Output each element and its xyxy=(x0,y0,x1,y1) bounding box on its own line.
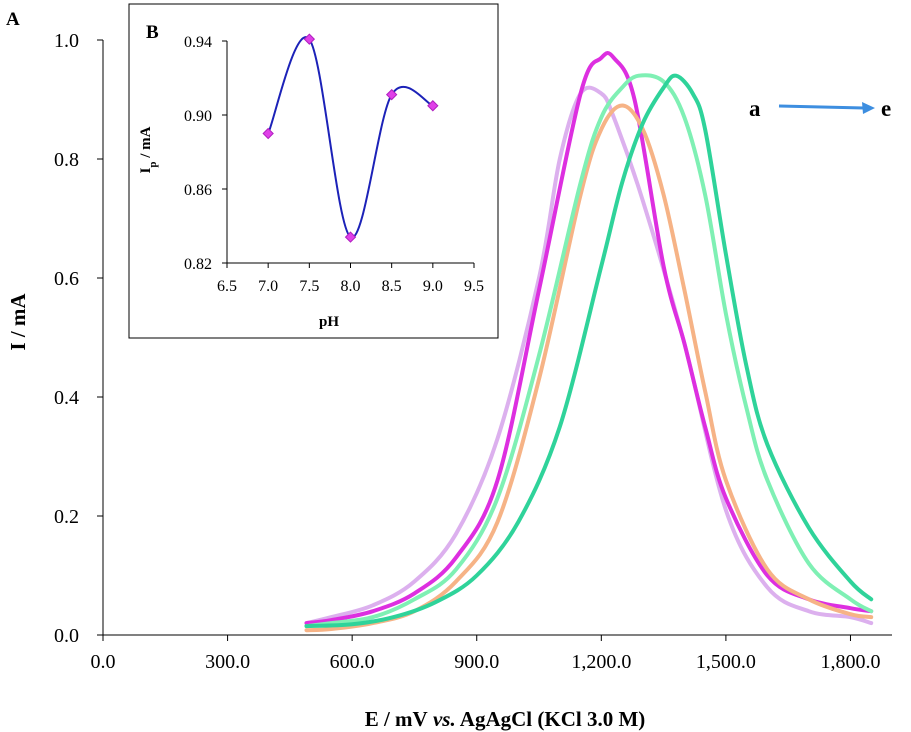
main-x-axis-title-tail: AgAgCl (KCl 3.0 M) xyxy=(456,707,646,731)
main-x-ticks: 0.0 300.0 600.0 900.0 1,200.0 1,500.0 1,800.0 xyxy=(91,635,880,673)
series-range-label-start: a xyxy=(749,96,761,121)
main-x-tick-label: 300.0 xyxy=(205,651,250,673)
main-x-tick-label: 1,500.0 xyxy=(696,651,756,673)
series-range-arrow-head xyxy=(862,102,875,114)
series-range-label-end: e xyxy=(881,96,891,121)
main-y-tick-label: 0.2 xyxy=(54,506,79,528)
inset-y-axis-title-sub: p xyxy=(147,162,159,168)
main-x-tick-label: 600.0 xyxy=(330,651,375,673)
main-x-tick-label: 0.0 xyxy=(91,651,116,673)
panel-letter-b: B xyxy=(146,22,159,43)
inset-data-point xyxy=(344,231,357,243)
main-y-tick-label: 1.0 xyxy=(54,30,79,52)
inset-y-tick-label: 0.82 xyxy=(184,256,212,273)
series-line-4 xyxy=(304,73,874,629)
inset-x-tick-label: 8.5 xyxy=(382,278,402,295)
series-line-5 xyxy=(304,73,874,629)
inset-y-axis-title-tail: / mA xyxy=(138,126,154,161)
main-x-axis-title-main: E / mV xyxy=(365,707,428,731)
inset-x-axis-title: pH xyxy=(319,314,339,330)
main-y-tick-label: 0.6 xyxy=(54,268,79,290)
inset-data-point xyxy=(385,88,398,101)
main-series-group xyxy=(304,51,874,633)
main-y-tick-label: 0.4 xyxy=(54,387,79,409)
main-y-tick-label: 0.8 xyxy=(54,149,79,171)
inset-x-tick-label: 6.5 xyxy=(217,278,237,295)
inset-series-group xyxy=(262,33,439,243)
inset-y-tick-label: 0.90 xyxy=(184,108,212,125)
inset-x-tick-label: 7.5 xyxy=(299,278,319,295)
inset-y-tick-label: 0.86 xyxy=(184,182,212,199)
main-x-axis-title-italic: vs. xyxy=(428,707,456,731)
inset-y-tick-label: 0.94 xyxy=(184,34,212,51)
series-line-1 xyxy=(304,85,874,626)
inset-y-ticks: 0.82 0.86 0.90 0.94 xyxy=(184,34,227,273)
inset-y-axis-title: Ip / mA xyxy=(138,126,159,173)
main-chart: A 0.0 300.0 600.0 900.0 1,200.0 1,500.0 1,800.… xyxy=(6,9,892,731)
main-y-tick-label: 0.0 xyxy=(54,625,79,647)
main-x-tick-label: 900.0 xyxy=(454,651,499,673)
series-line-2 xyxy=(304,51,874,626)
inset-y-axis-title-main: I xyxy=(138,167,154,173)
main-x-axis-title: E / mV vs. AgAgCl (KCl 3.0 M) xyxy=(365,707,646,731)
main-y-ticks: 0.0 0.2 0.4 0.6 0.8 1.0 xyxy=(54,30,103,647)
inset-x-tick-label: 7.0 xyxy=(258,278,278,295)
inset-x-tick-label: 9.0 xyxy=(423,278,443,295)
main-y-axis-title: I / mA xyxy=(6,293,30,351)
main-x-tick-label: 1,800.0 xyxy=(820,651,880,673)
series-range-arrow xyxy=(778,104,865,110)
inset-x-tick-label: 8.0 xyxy=(341,278,361,295)
inset-data-point xyxy=(303,33,316,45)
inset-chart: B 6.5 7.0 7.5 8.0 8.5 9.0 9.5 0.82 0.86 0.90 0.94… xyxy=(128,3,499,339)
panel-letter-a: A xyxy=(6,9,20,30)
inset-frame xyxy=(128,3,499,339)
main-x-tick-label: 1,200.0 xyxy=(571,651,631,673)
inset-x-tick-label: 9.5 xyxy=(464,278,484,295)
inset-data-point xyxy=(262,127,274,140)
inset-x-ticks: 6.5 7.0 7.5 8.0 8.5 9.0 9.5 xyxy=(217,263,484,295)
inset-data-point xyxy=(427,100,439,112)
